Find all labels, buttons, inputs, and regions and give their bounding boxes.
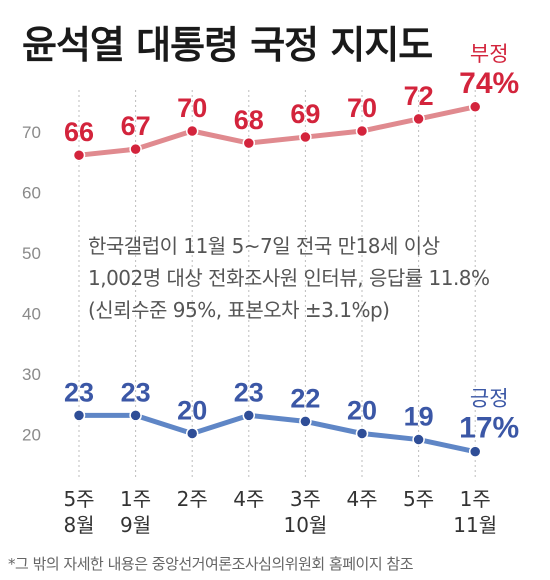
data-point <box>412 433 425 446</box>
data-point <box>185 124 199 138</box>
data-point <box>72 148 86 162</box>
data-label: 69 <box>290 99 320 129</box>
data-point <box>355 427 369 440</box>
y-tick-label: 30 <box>22 365 41 384</box>
final-value-label: 17% <box>459 412 519 445</box>
data-point <box>242 409 256 422</box>
y-tick-label: 60 <box>22 184 41 203</box>
x-tick-label: 11월 <box>453 513 497 537</box>
data-label: 68 <box>234 105 264 135</box>
x-tick-label: 5주 <box>403 487 434 511</box>
data-label: 22 <box>290 383 320 413</box>
survey-note-line: (신뢰수준 95%, 표본오차 ±3.1%p) <box>88 298 390 322</box>
data-label: 23 <box>64 377 94 407</box>
data-label: 70 <box>177 93 207 123</box>
x-tick-label: 8월 <box>63 513 94 537</box>
x-tick-label: 4주 <box>346 487 377 511</box>
data-point <box>185 427 199 440</box>
x-tick-label: 5주 <box>63 487 94 511</box>
data-label: 70 <box>347 93 377 123</box>
data-point <box>468 445 482 458</box>
x-tick-label: 2주 <box>177 487 208 511</box>
x-tick-label: 1주 <box>120 487 151 511</box>
data-point <box>468 100 482 114</box>
survey-note: 한국갤럽이 11월 5~7일 전국 만18세 이상 1,002명 대상 전화조사… <box>88 230 518 326</box>
y-tick-label: 20 <box>22 426 41 445</box>
series-line <box>76 412 478 455</box>
data-label: 20 <box>347 396 377 426</box>
x-tick-label: 9월 <box>120 513 151 537</box>
data-label: 20 <box>177 396 207 426</box>
x-tick-label: 3주 <box>290 487 321 511</box>
data-label: 67 <box>121 111 151 141</box>
y-tick-label: 50 <box>22 244 41 263</box>
final-value-label: 74% <box>459 67 519 100</box>
data-point <box>129 409 142 422</box>
data-label: 66 <box>64 117 94 147</box>
series-name-label: 긍정 <box>470 387 509 411</box>
data-label: 23 <box>234 377 264 407</box>
y-tick-label: 40 <box>22 305 41 324</box>
data-point <box>355 124 369 138</box>
data-point <box>299 415 312 428</box>
data-point <box>129 142 142 156</box>
data-point <box>72 409 86 422</box>
x-tick-label: 1주 <box>460 487 491 511</box>
series-name-label: 부정 <box>470 42 509 66</box>
survey-note-line: 한국갤럽이 11월 5~7일 전국 만18세 이상 <box>88 234 440 258</box>
y-tick-label: 70 <box>22 123 41 142</box>
data-point <box>242 136 256 150</box>
x-tick-label: 10월 <box>283 513 327 537</box>
survey-note-line: 1,002명 대상 전화조사원 인터뷰, 응답률 11.8% <box>88 266 490 290</box>
data-label: 23 <box>121 377 151 407</box>
data-point <box>412 112 425 126</box>
chart-title: 윤석열 대통령 국정 지지도 <box>22 23 433 67</box>
footnote: *그 밖의 자세한 내용은 중앙선거여론조사심의위원회 홈페이지 참조 <box>8 555 414 573</box>
data-point <box>299 130 312 144</box>
data-label: 19 <box>404 402 434 432</box>
x-tick-label: 4주 <box>233 487 264 511</box>
series-line <box>76 104 478 158</box>
data-label: 72 <box>404 81 434 111</box>
